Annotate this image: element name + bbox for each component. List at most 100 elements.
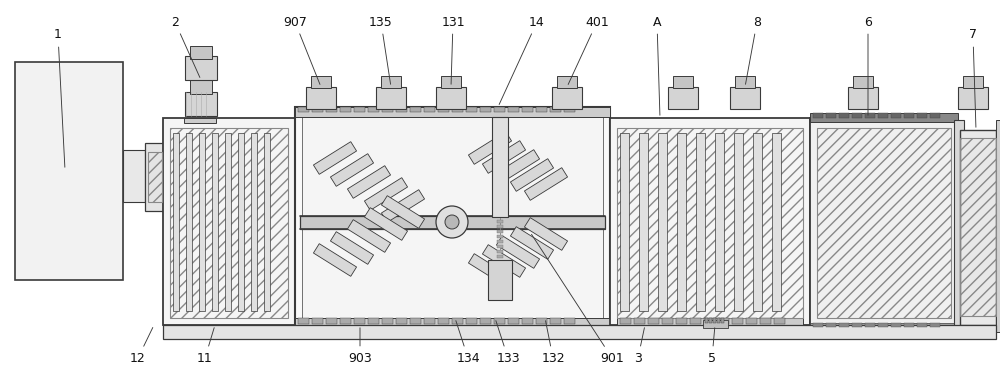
Bar (199, 133, 205, 311)
Bar (704, 318, 715, 324)
Bar (620, 133, 629, 311)
Bar (238, 133, 244, 311)
Bar (677, 133, 686, 311)
Bar (340, 107, 351, 112)
Bar (295, 107, 610, 117)
Bar (960, 130, 996, 325)
Bar (466, 107, 477, 112)
Polygon shape (364, 208, 408, 240)
Bar (508, 107, 519, 112)
Bar (185, 56, 217, 80)
Text: 12: 12 (130, 327, 153, 365)
Polygon shape (313, 142, 357, 174)
Bar (954, 120, 964, 330)
Polygon shape (330, 154, 374, 186)
Bar (190, 46, 212, 59)
Bar (996, 120, 1000, 332)
Bar (690, 318, 701, 324)
Bar (550, 318, 561, 324)
Bar (15, 62, 123, 280)
Bar (810, 323, 958, 330)
Bar (917, 323, 927, 327)
Text: 131: 131 (441, 16, 465, 84)
Polygon shape (510, 159, 554, 191)
Bar (497, 255, 503, 258)
Bar (382, 318, 393, 324)
Bar (381, 76, 401, 88)
Bar (326, 318, 337, 324)
Bar (753, 133, 762, 311)
Bar (904, 113, 914, 118)
Bar (772, 133, 781, 311)
Text: 6: 6 (864, 16, 872, 115)
Bar (813, 323, 823, 327)
Bar (295, 318, 610, 330)
Bar (730, 87, 760, 109)
Bar (810, 118, 958, 325)
Bar (452, 107, 463, 112)
Bar (550, 107, 561, 112)
Text: 1: 1 (54, 29, 65, 167)
Bar (410, 107, 421, 112)
Bar (163, 118, 295, 325)
Text: 14: 14 (499, 16, 545, 105)
Polygon shape (496, 150, 540, 182)
Bar (617, 128, 803, 318)
Polygon shape (510, 227, 554, 259)
Bar (264, 133, 270, 311)
Bar (696, 133, 705, 311)
Bar (145, 143, 165, 211)
Bar (494, 318, 505, 324)
Bar (497, 240, 503, 243)
Bar (746, 318, 757, 324)
Bar (311, 76, 331, 88)
Bar (326, 107, 337, 112)
Bar (148, 152, 162, 202)
Circle shape (445, 215, 459, 229)
Bar (878, 323, 888, 327)
Bar (170, 128, 288, 318)
Bar (673, 76, 693, 88)
Bar (302, 117, 603, 322)
Bar (826, 323, 836, 327)
Polygon shape (482, 141, 526, 173)
Bar (734, 133, 743, 311)
Bar (610, 118, 810, 325)
Polygon shape (468, 132, 512, 164)
Text: 903: 903 (348, 328, 372, 365)
Bar (251, 133, 257, 311)
Text: A: A (653, 16, 661, 115)
Text: 134: 134 (456, 321, 480, 365)
Bar (865, 113, 875, 118)
Bar (212, 133, 218, 311)
Bar (634, 318, 645, 324)
Text: 7: 7 (969, 29, 977, 127)
Bar (441, 76, 461, 88)
Bar (480, 318, 491, 324)
Bar (960, 138, 996, 316)
Bar (424, 107, 435, 112)
Bar (852, 323, 862, 327)
Bar (312, 107, 323, 112)
Bar (709, 318, 712, 323)
Bar (452, 318, 463, 324)
Bar (865, 323, 875, 327)
Bar (436, 87, 466, 109)
Bar (190, 80, 212, 94)
Polygon shape (347, 166, 391, 198)
Bar (298, 107, 309, 112)
Bar (552, 87, 582, 109)
Polygon shape (468, 254, 512, 286)
Bar (930, 323, 940, 327)
Bar (917, 113, 927, 118)
Bar (298, 318, 309, 324)
Bar (721, 318, 724, 323)
Bar (312, 318, 323, 324)
Bar (617, 318, 803, 328)
Bar (522, 107, 533, 112)
Bar (826, 113, 836, 118)
Text: 8: 8 (746, 16, 761, 84)
Bar (497, 235, 503, 238)
Bar (774, 318, 785, 324)
Bar (488, 260, 512, 300)
